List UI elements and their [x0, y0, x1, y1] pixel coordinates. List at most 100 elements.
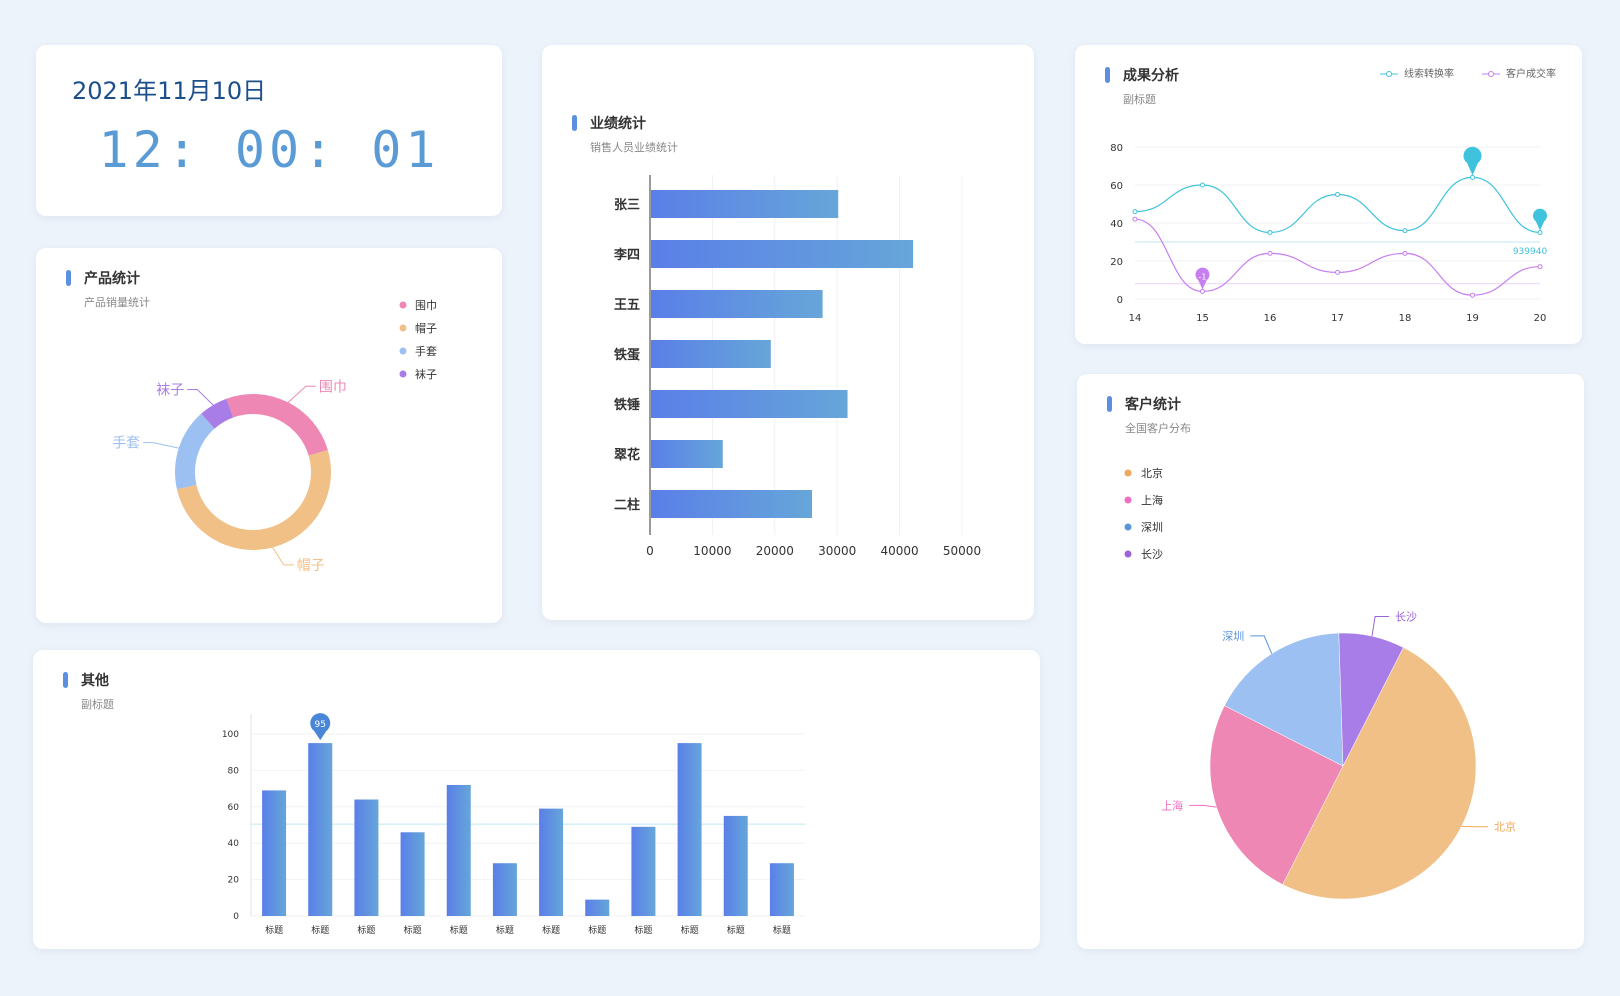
other-bar	[400, 832, 425, 916]
customer-leader-line	[1371, 616, 1390, 637]
sales-card: 业绩统计 销售人员业绩统计 0 10000 20000 30000 40000 50000…	[542, 45, 1034, 620]
product-card: 产品统计 产品销量统计 围巾 帽子 手套 袜子 围巾 帽子 手套 袜子	[36, 248, 502, 623]
other-y-tick: 0	[233, 912, 239, 922]
result-x-tick: 19	[1466, 313, 1479, 324]
sales-subtitle: 销售人员业绩统计	[590, 141, 678, 154]
product-subtitle: 产品销量统计	[84, 296, 150, 309]
result-y-tick: 20	[1110, 257, 1123, 268]
other-bar	[631, 826, 656, 916]
result-legend-label: 客户成交率	[1506, 67, 1556, 80]
other-subtitle: 副标题	[81, 698, 114, 711]
result-title: 成果分析	[1105, 65, 1179, 85]
other-y-tick: 20	[228, 876, 240, 886]
product-leader-line	[143, 442, 179, 449]
result-data-point	[1402, 250, 1408, 256]
other-bar	[446, 784, 471, 916]
product-title: 产品统计	[66, 268, 150, 288]
product-slice	[175, 413, 215, 490]
customer-slice	[1338, 632, 1404, 767]
result-data-point	[1470, 292, 1475, 298]
product-legend-label: 围巾	[415, 298, 437, 312]
product-slice	[226, 394, 328, 456]
result-data-point	[1132, 209, 1138, 215]
result-legend-marker	[1488, 71, 1494, 77]
customer-slice	[1224, 632, 1344, 767]
customer-legend-dot	[1124, 523, 1132, 531]
sales-x-tick: 30000	[818, 544, 856, 558]
customer-legend-label: 长沙	[1141, 548, 1163, 561]
customer-legend-dot	[1124, 469, 1132, 477]
sales-x-tick: 20000	[756, 544, 794, 558]
other-category-label: 标题	[496, 924, 514, 936]
other-category-label: 标题	[357, 924, 375, 936]
date-display: 2021年11月10日	[72, 77, 267, 105]
result-x-tick: 18	[1399, 313, 1412, 324]
sales-category-label: 铁锤	[613, 397, 640, 413]
result-x-tick: 15	[1196, 313, 1209, 324]
customer-slice-label: 深圳	[1222, 630, 1244, 643]
result-x-tick: 14	[1129, 313, 1142, 324]
customer-legend-label: 深圳	[1141, 521, 1163, 534]
other-max-label: 95	[315, 720, 326, 730]
customer-title: 客户统计	[1107, 394, 1191, 414]
other-category-label: 标题	[450, 924, 468, 936]
result-marker-pin	[1463, 146, 1482, 176]
sales-bar	[651, 390, 848, 418]
sales-x-tick: 0	[646, 544, 654, 558]
product-legend-dot	[399, 347, 407, 355]
result-data-point	[1537, 230, 1543, 235]
result-x-tick: 16	[1264, 313, 1277, 324]
product-legend-label: 手套	[415, 344, 437, 358]
other-bar	[769, 863, 794, 916]
clock-card: 2021年11月10日 12: 00: 01	[36, 45, 502, 216]
other-category-label: 标题	[727, 924, 745, 936]
other-category-label: 标题	[311, 924, 329, 936]
result-data-point	[1470, 174, 1475, 180]
result-y-tick: 40	[1110, 219, 1123, 230]
product-legend-dot	[399, 324, 407, 332]
other-header: 其他 副标题	[63, 670, 114, 712]
result-y-tick: 80	[1110, 143, 1123, 154]
other-category-label: 标题	[265, 924, 283, 936]
customer-slice-label: 长沙	[1395, 611, 1417, 624]
sales-category-label: 翠花	[614, 447, 640, 463]
other-bar-chart: 0 20 40 60 80 100 标题 标题 标题 标题 标题 标题 标题 标题 标题 标题 标题 标题 95	[222, 713, 805, 936]
product-leader-line	[287, 385, 316, 403]
sales-bar	[651, 240, 914, 268]
other-title: 其他	[63, 670, 114, 690]
sales-bar	[651, 290, 823, 318]
other-y-tick: 100	[222, 730, 239, 740]
result-data-point	[1537, 264, 1543, 270]
product-slice	[201, 398, 234, 429]
result-x-tick: 17	[1331, 313, 1344, 324]
sales-bar	[651, 190, 839, 218]
product-legend-dot	[399, 301, 407, 309]
result-data-point	[1267, 230, 1273, 235]
customer-subtitle: 全国客户分布	[1125, 422, 1191, 435]
other-y-tick: 60	[228, 803, 240, 813]
sales-category-label: 二柱	[614, 497, 640, 513]
other-category-label: 标题	[404, 924, 422, 936]
other-bar	[262, 790, 287, 916]
other-max-pin	[310, 713, 331, 741]
other-category-label: 标题	[542, 924, 560, 936]
sales-header: 业绩统计 销售人员业绩统计	[572, 113, 678, 155]
result-marker-pin	[1195, 267, 1210, 290]
sales-category-label: 李四	[613, 247, 640, 263]
sales-x-tick: 10000	[693, 544, 731, 558]
customer-card: 客户统计 全国客户分布 北京 上海 深圳 长沙 北京 上海 深圳 长沙	[1077, 374, 1584, 949]
result-data-point	[1200, 288, 1205, 294]
sales-title: 业绩统计	[572, 113, 678, 133]
product-slice-label: 袜子	[156, 383, 184, 399]
result-data-point	[1132, 216, 1138, 222]
sales-x-tick: 40000	[881, 544, 919, 558]
other-bar	[539, 808, 564, 916]
other-category-label: 标题	[634, 924, 652, 936]
result-data-point	[1335, 269, 1340, 275]
sales-category-label: 铁蛋	[613, 347, 640, 363]
other-category-label: 标题	[773, 924, 791, 936]
product-legend-dot	[399, 370, 407, 378]
